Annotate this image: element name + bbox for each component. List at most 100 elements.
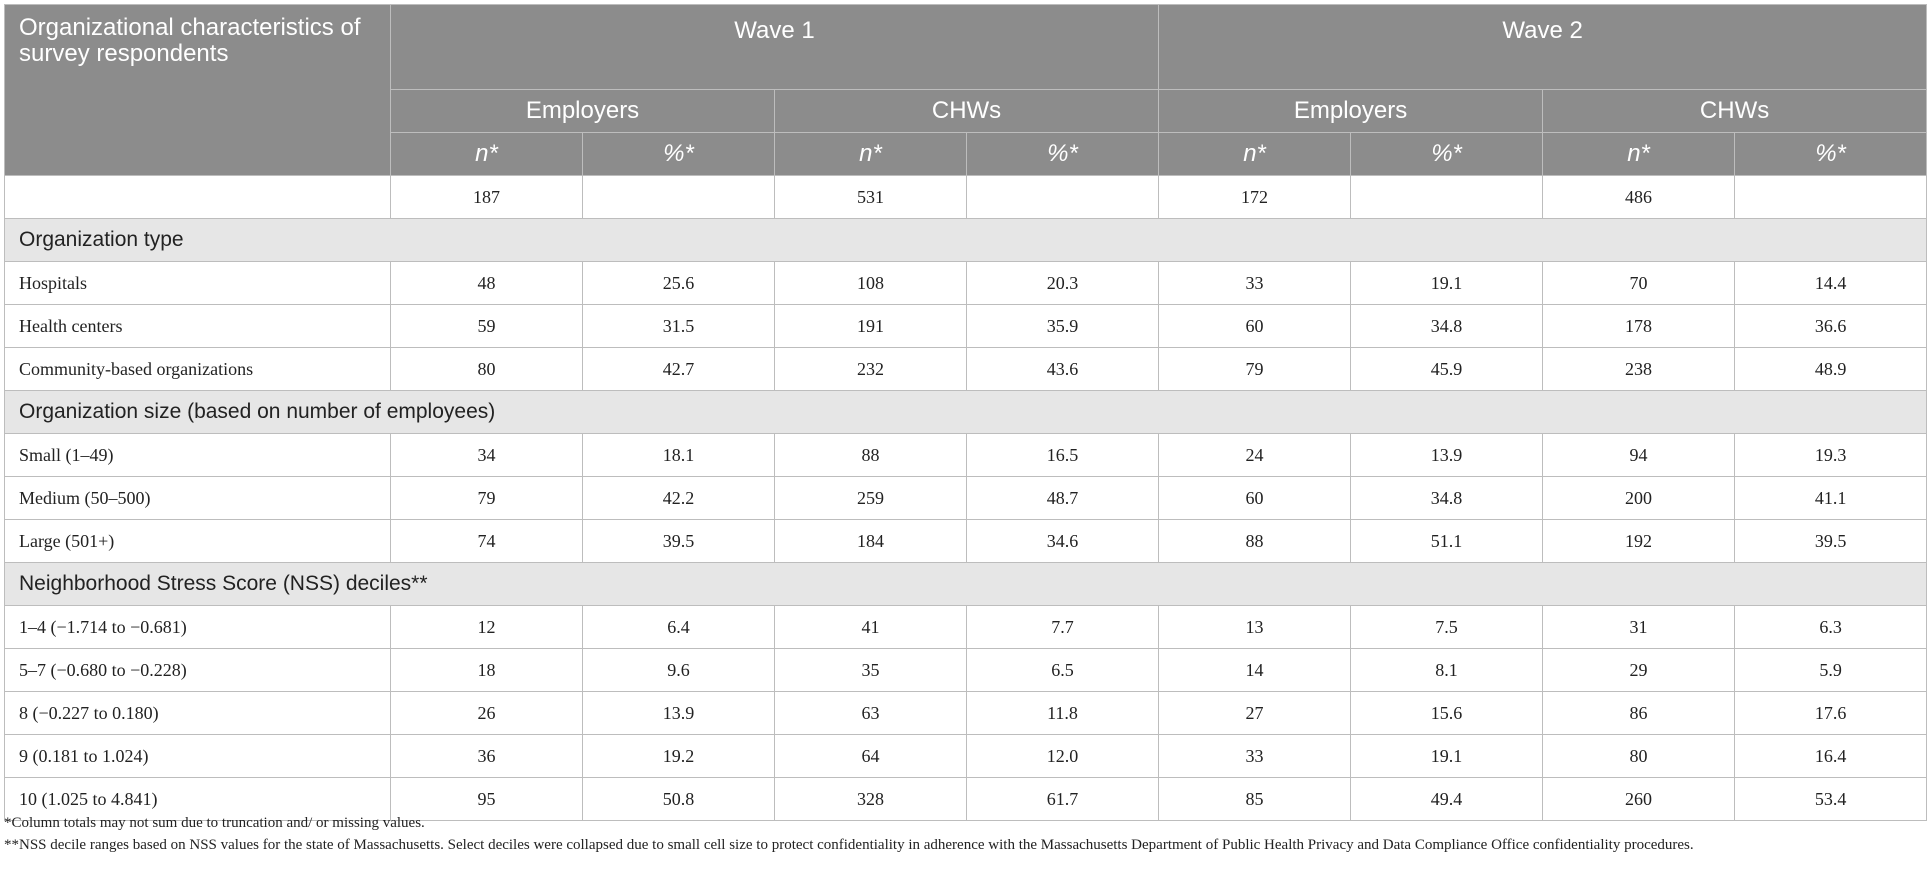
sub-header: n* xyxy=(390,132,583,176)
table-cell: 34 xyxy=(390,433,583,477)
row-label: Community-based organizations xyxy=(4,347,391,391)
table-cell xyxy=(582,175,775,219)
table-cell: 259 xyxy=(774,476,967,520)
table-cell: 18.1 xyxy=(582,433,775,477)
table-cell: 49.4 xyxy=(1350,777,1544,821)
row-label: Small (1–49) xyxy=(4,433,391,477)
table-row: Community-based organizations 80 42.7 232 43… xyxy=(4,347,1928,391)
table-cell: 6.3 xyxy=(1734,605,1928,649)
table-cell: 178 xyxy=(1542,304,1736,348)
table-cell: 80 xyxy=(390,347,583,391)
sub-header: %* xyxy=(1734,132,1928,176)
table-cell: 41 xyxy=(774,605,967,649)
table-cell: 95 xyxy=(390,777,583,821)
table-cell: 9.6 xyxy=(582,648,775,692)
table-cell: 14.4 xyxy=(1734,261,1928,305)
table-cell: 79 xyxy=(390,476,583,520)
table-row: Hospitals 48 25.6 108 20.3 33 19.1 70 14.4 xyxy=(4,261,1928,305)
table-cell: 232 xyxy=(774,347,967,391)
table-cell: 14 xyxy=(1158,648,1352,692)
row-label-header: Organizational characteristics of survey… xyxy=(4,4,391,176)
table-cell: 86 xyxy=(1542,691,1736,735)
table-cell: 34.8 xyxy=(1350,304,1544,348)
table-row: Large (501+) 74 39.5 184 34.6 88 51.1 192 39.5 xyxy=(4,519,1928,563)
table-cell: 238 xyxy=(1542,347,1736,391)
table-cell: 19.1 xyxy=(1350,734,1544,778)
table-cell: 42.7 xyxy=(582,347,775,391)
table-cell: 34.6 xyxy=(965,519,1160,563)
table-cell: 43.6 xyxy=(965,347,1160,391)
table-row: 8 (−0.227 to 0.180) 26 13.9 63 11.8 27 15.6 86 1… xyxy=(4,691,1928,735)
sub-header: n* xyxy=(1158,132,1352,176)
table-cell: 16.5 xyxy=(965,433,1160,477)
table-cell: 17.6 xyxy=(1734,691,1928,735)
table-cell: 80 xyxy=(1542,734,1736,778)
row-label: 8 (−0.227 to 0.180) xyxy=(4,691,391,735)
table-cell: 12.0 xyxy=(965,734,1160,778)
table-cell: 20.3 xyxy=(965,261,1160,305)
table-cell: 191 xyxy=(774,304,967,348)
table-cell: 192 xyxy=(1542,519,1736,563)
table-row: Health centers 59 31.5 191 35.9 60 34.8 178 36.6 xyxy=(4,304,1928,348)
table-cell xyxy=(965,175,1160,219)
table-cell: 26 xyxy=(390,691,583,735)
table-cell: 74 xyxy=(390,519,583,563)
table-cell: 11.8 xyxy=(965,691,1160,735)
table-cell: 70 xyxy=(1542,261,1736,305)
table-cell: 35.9 xyxy=(965,304,1160,348)
section-title: Organization type xyxy=(3,218,1928,262)
row-label: 1–4 (−1.714 to −0.681) xyxy=(4,605,391,649)
table-cell: 7.5 xyxy=(1350,605,1544,649)
table-cell: 13 xyxy=(1158,605,1352,649)
row-label: 5–7 (−0.680 to −0.228) xyxy=(4,648,391,692)
table-cell: 51.1 xyxy=(1350,519,1544,563)
table-cell: 34.8 xyxy=(1350,476,1544,520)
table-cell: 94 xyxy=(1542,433,1736,477)
table-row: 5–7 (−0.680 to −0.228) 18 9.6 35 6.5 14 8.1 29 5… xyxy=(4,648,1928,692)
table-cell: 25.6 xyxy=(582,261,775,305)
table-cell: 36 xyxy=(390,734,583,778)
table-cell: 39.5 xyxy=(1734,519,1928,563)
group-header: CHWs xyxy=(1542,89,1928,133)
table-cell: 24 xyxy=(1158,433,1352,477)
table-cell: 48.7 xyxy=(965,476,1160,520)
table-cell: 19.2 xyxy=(582,734,775,778)
sub-header: n* xyxy=(774,132,967,176)
table-cell: 13.9 xyxy=(1350,433,1544,477)
table-cell: 63 xyxy=(774,691,967,735)
totals-row: 187 531 172 486 xyxy=(4,175,1928,219)
row-label: 10 (1.025 to 4.841) xyxy=(4,777,391,821)
sub-header: %* xyxy=(965,132,1160,176)
table-cell: 36.6 xyxy=(1734,304,1928,348)
table-cell: 79 xyxy=(1158,347,1352,391)
wave-2-header: Wave 2 xyxy=(1158,4,1928,90)
table-cell: 19.1 xyxy=(1350,261,1544,305)
row-label: Medium (50–500) xyxy=(4,476,391,520)
table-cell: 41.1 xyxy=(1734,476,1928,520)
table-cell: 19.3 xyxy=(1734,433,1928,477)
row-label: 9 (0.181 to 1.024) xyxy=(4,734,391,778)
table-cell: 108 xyxy=(774,261,967,305)
table-cell: 60 xyxy=(1158,476,1352,520)
group-header: Employers xyxy=(1158,89,1544,133)
table-row: 9 (0.181 to 1.024) 36 19.2 64 12.0 33 19.1 80 16… xyxy=(4,734,1928,778)
table-cell: 486 xyxy=(1542,175,1736,219)
table-cell: 53.4 xyxy=(1734,777,1928,821)
table-cell xyxy=(1350,175,1544,219)
group-header: CHWs xyxy=(773,89,1160,133)
table-cell: 27 xyxy=(1158,691,1352,735)
sub-header: %* xyxy=(1350,132,1544,176)
group-header: Employers xyxy=(390,89,775,133)
table-cell: 12 xyxy=(390,605,583,649)
table-cell: 42.2 xyxy=(582,476,775,520)
row-label: Large (501+) xyxy=(4,519,391,563)
sub-header: %* xyxy=(582,132,775,176)
table-cell: 260 xyxy=(1542,777,1736,821)
table-cell: 35 xyxy=(774,648,967,692)
respondent-characteristics-table: Organizational characteristics of survey… xyxy=(3,4,1928,821)
table-cell: 6.4 xyxy=(582,605,775,649)
table-cell: 61.7 xyxy=(965,777,1160,821)
table-cell: 88 xyxy=(1158,519,1352,563)
table-cell: 60 xyxy=(1158,304,1352,348)
table-cell: 45.9 xyxy=(1350,347,1544,391)
